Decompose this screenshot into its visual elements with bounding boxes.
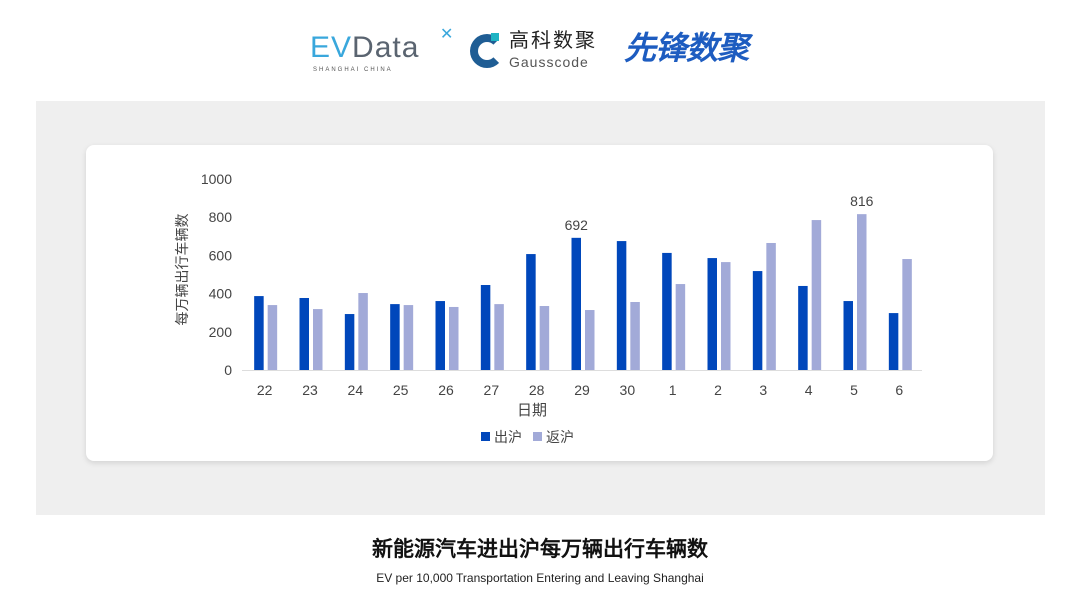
data-label: 816 — [850, 193, 874, 209]
x-tick-label: 2 — [714, 382, 722, 398]
bar-exit — [480, 285, 491, 370]
x-tick-label: 1 — [669, 382, 677, 398]
bar-exit — [299, 297, 309, 370]
bar-exit — [888, 313, 899, 370]
bar-return — [630, 302, 640, 370]
bar-exit — [435, 301, 445, 370]
bar-exit — [752, 271, 763, 370]
y-tick-label: 400 — [209, 286, 233, 302]
data-label: 692 — [565, 217, 589, 233]
bar-return — [766, 242, 776, 370]
x-tick-label: 28 — [529, 382, 545, 398]
gausscode-logo-cn: 高科数聚 — [509, 30, 597, 52]
gausscode-logo-square — [491, 33, 499, 41]
bar-return — [539, 306, 550, 370]
x-tick-label: 3 — [759, 382, 767, 398]
bar-return — [721, 262, 731, 370]
bar-return — [857, 214, 867, 370]
logo-bar: EVData ✕ SHANGHAI CHINA 高科数聚 Gausscode 先… — [0, 24, 1080, 74]
bar-exit — [526, 254, 536, 370]
bar-exit — [616, 241, 627, 370]
evdata-logo: EVData — [310, 32, 419, 64]
evdata-subtitle: SHANGHAI CHINA — [313, 67, 393, 73]
legend-swatch — [481, 432, 490, 441]
bar-return — [494, 304, 504, 370]
xianfeng-logo: 先锋数聚 — [624, 30, 749, 66]
x-tick-label: 6 — [895, 382, 903, 398]
bar-return — [358, 293, 368, 370]
bar-return — [675, 284, 686, 370]
x-tick-label: 23 — [302, 382, 318, 398]
bar-exit — [843, 301, 853, 370]
bar-exit — [707, 258, 717, 370]
gausscode-logo-icon — [470, 34, 504, 68]
bar-return — [403, 305, 414, 370]
x-tick-label: 25 — [393, 382, 409, 398]
x-tick-label: 30 — [620, 382, 636, 398]
x-tick-label: 4 — [805, 382, 813, 398]
x-tick-label: 5 — [850, 382, 858, 398]
bar-return — [811, 220, 822, 370]
x-mark-icon: ✕ — [440, 26, 454, 43]
footer-subtitle: EV per 10,000 Transportation Entering an… — [376, 571, 704, 585]
chart-card: 0 200 400 600 800 1000 22 23 24 25 26 27 28 29 692 30 1 2… — [86, 145, 993, 461]
bar-exit — [662, 252, 672, 370]
x-tick-label: 22 — [257, 382, 273, 398]
legend-label: 返沪 — [546, 429, 574, 445]
legend-label: 出沪 — [494, 429, 522, 445]
x-tick-label: 27 — [484, 382, 500, 398]
evdata-logo-text: Data — [352, 31, 420, 64]
bar-exit — [390, 304, 400, 370]
legend-swatch — [533, 432, 542, 441]
bar-exit — [571, 237, 581, 370]
bar-return — [902, 259, 912, 370]
y-tick-label: 800 — [209, 209, 233, 225]
bar-exit — [798, 285, 808, 370]
gausscode-logo-en: Gausscode — [509, 54, 589, 70]
footer-title: 新能源汽车进出沪每万辆出行车辆数 — [372, 538, 708, 561]
y-tick-label: 600 — [209, 247, 233, 263]
y-tick-label: 200 — [209, 324, 233, 340]
evdata-logo-ev: EV — [310, 31, 353, 64]
bar-return — [585, 310, 595, 370]
x-tick-label: 26 — [438, 382, 454, 398]
y-axis-title: 每万辆出行车辆数 — [174, 214, 190, 326]
bar-return — [449, 306, 459, 370]
y-tick-label: 1000 — [201, 171, 232, 187]
y-tick-label: 0 — [224, 362, 232, 378]
bar-exit — [344, 314, 355, 370]
bar-return — [267, 305, 278, 370]
bar-return — [313, 309, 323, 370]
x-axis-title: 日期 — [517, 402, 547, 419]
bar-exit — [254, 296, 264, 370]
x-tick-label: 29 — [574, 382, 590, 398]
x-tick-label: 24 — [348, 382, 364, 398]
